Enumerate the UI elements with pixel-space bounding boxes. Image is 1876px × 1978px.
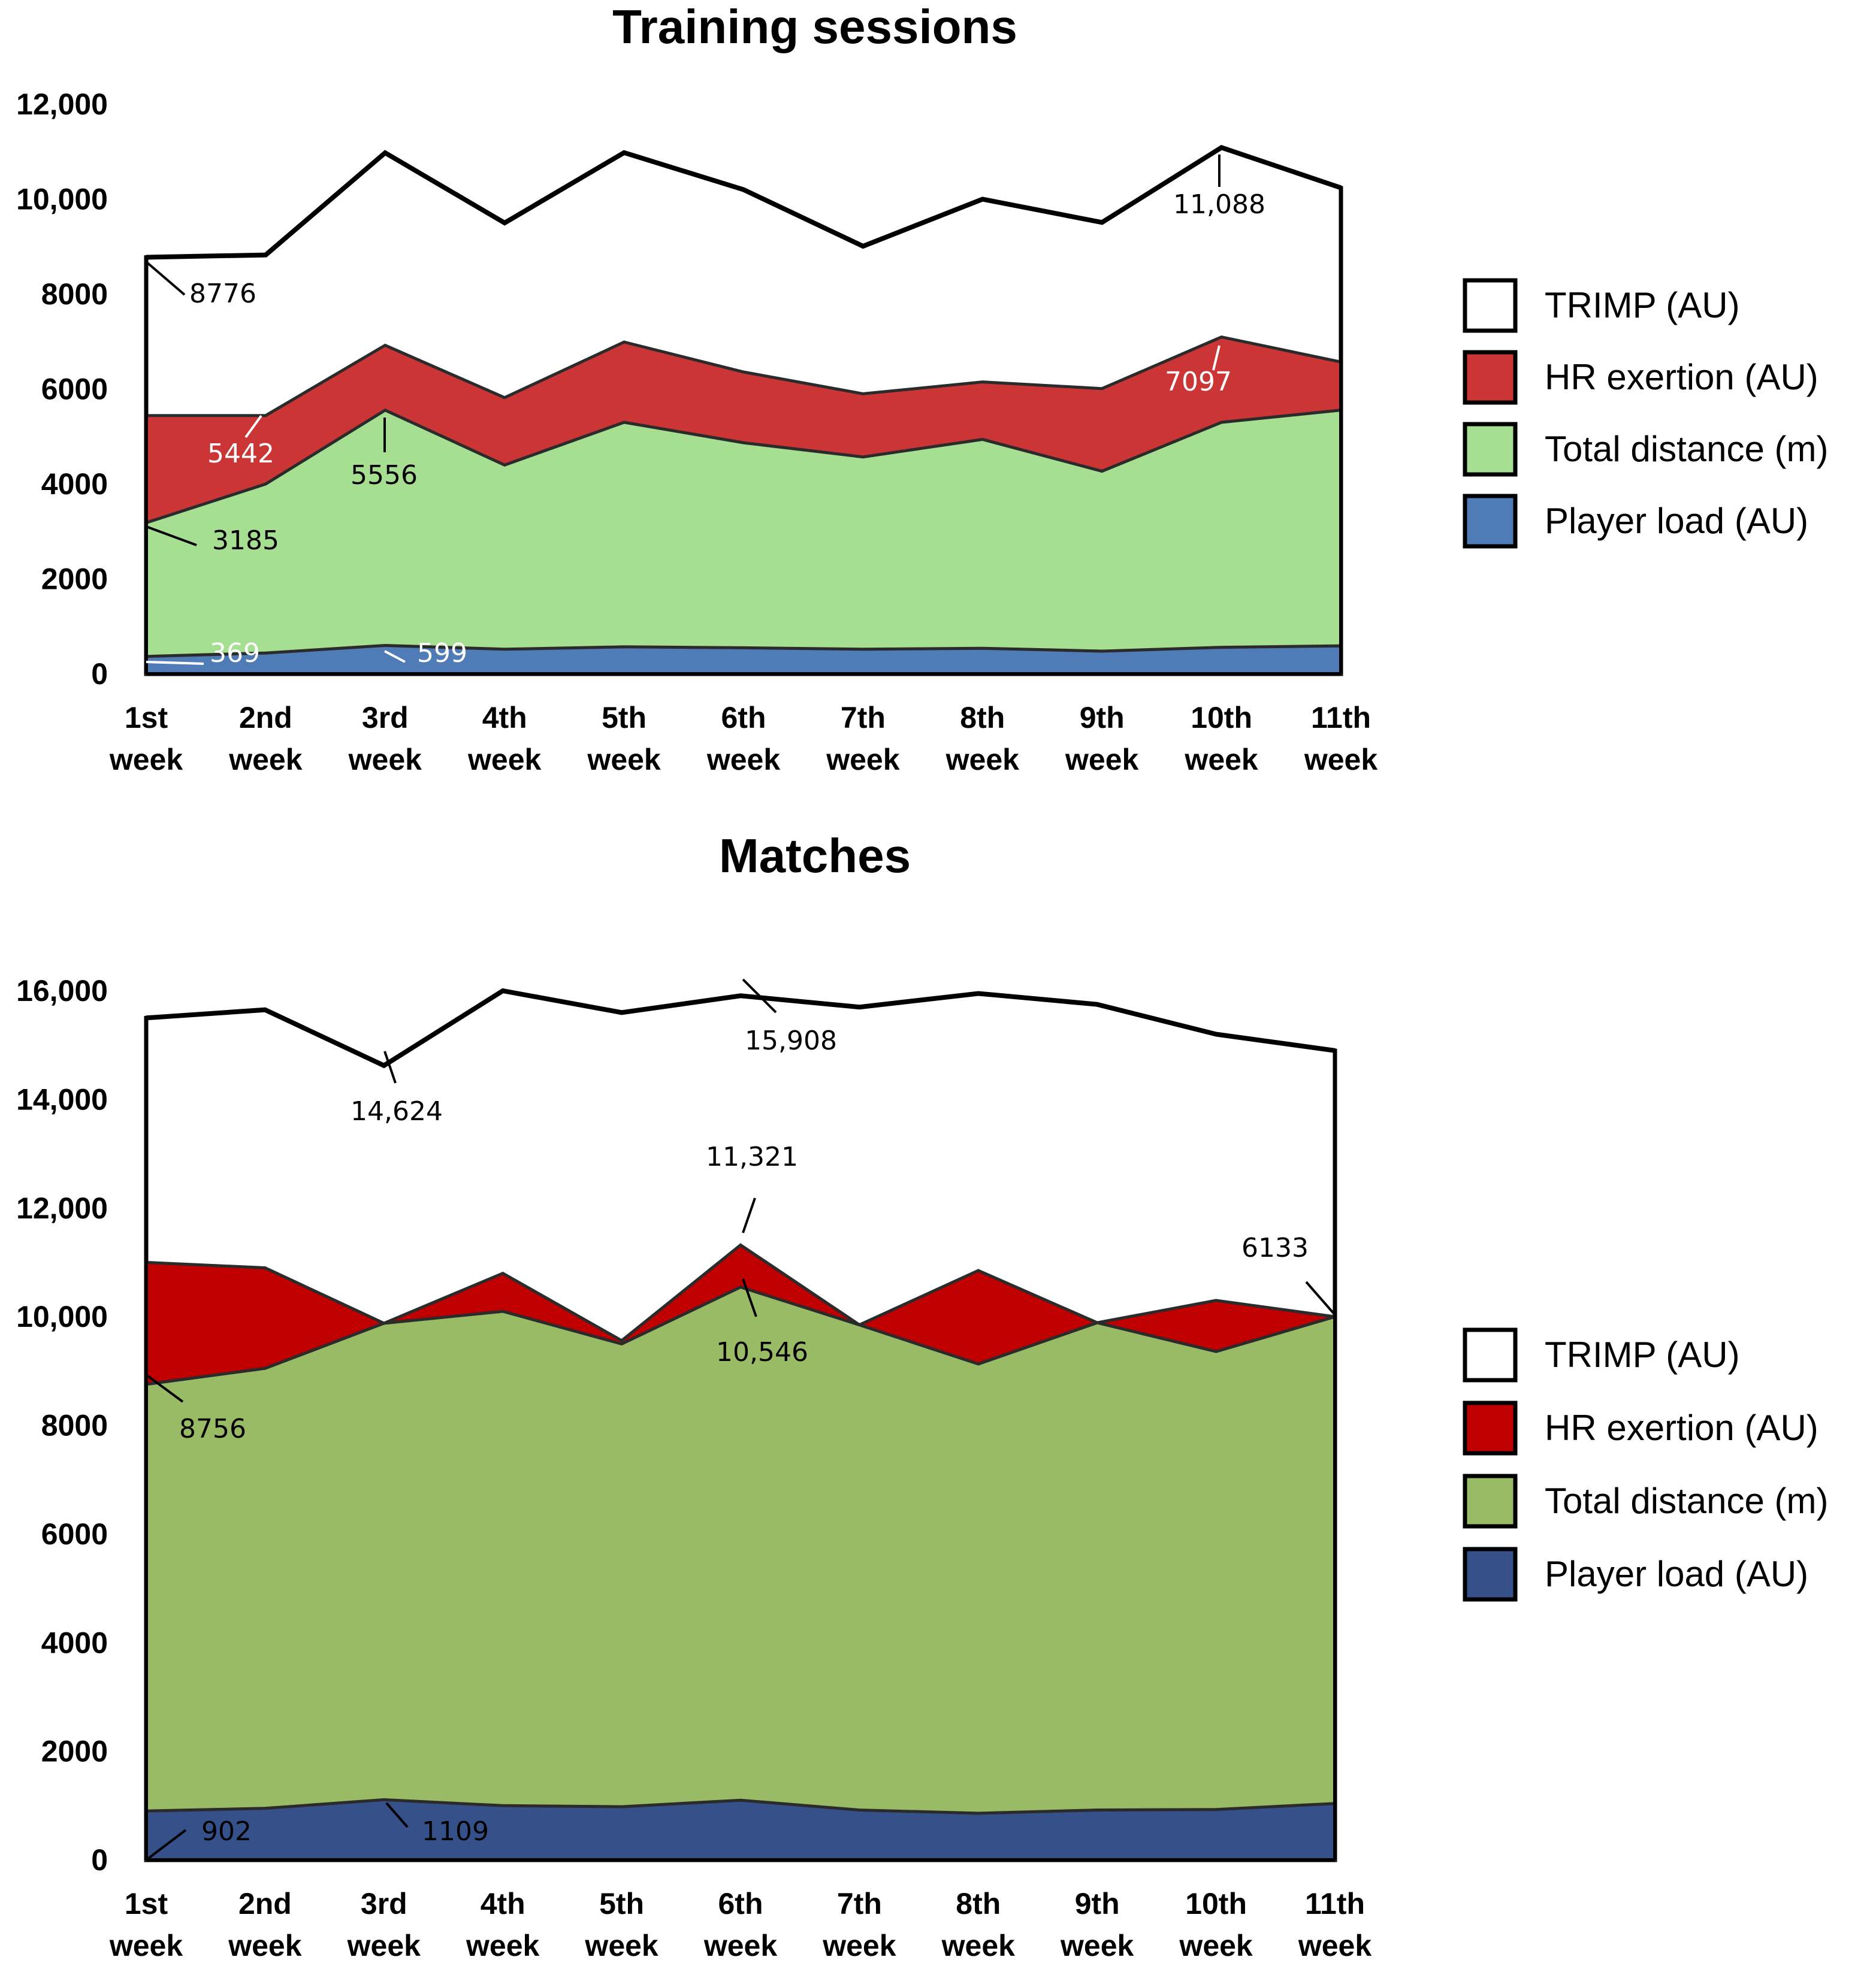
y-tick-label: 10,000	[16, 1300, 108, 1333]
legend-label-trimp-au: TRIMP (AU)	[1545, 285, 1740, 325]
annotation-label: 902	[201, 1816, 252, 1847]
y-tick-label: 4000	[41, 1626, 108, 1659]
annotation-label: 8776	[189, 279, 256, 309]
chart-title: Training sessions	[612, 0, 1017, 53]
x-tick-label: 7th week	[822, 1887, 896, 1962]
legend-swatch-player-load-au	[1463, 494, 1518, 549]
y-tick-label: 0	[91, 657, 108, 691]
area-layers	[144, 988, 1337, 1862]
legend-swatch-player-load-au	[1463, 1547, 1518, 1602]
x-tick-label: 2nd week	[228, 701, 303, 776]
area-layers	[144, 145, 1343, 676]
annotation-leader	[145, 1829, 187, 1861]
line-trimp-au	[146, 144, 1342, 260]
x-tick-label: 6th week	[706, 701, 781, 776]
x-tick-label: 1st week	[109, 701, 183, 776]
legend-swatch-total-distance-m	[1463, 1474, 1518, 1529]
legend-label-trimp-au: TRIMP (AU)	[1545, 1335, 1740, 1375]
x-tick-label: 1st week	[109, 1887, 183, 1962]
y-tick-label: 0	[91, 1843, 108, 1877]
annotation-label: 3185	[212, 525, 279, 556]
x-tick-label: 4th week	[466, 1887, 540, 1962]
x-tick-label: 3rd week	[348, 701, 422, 776]
annotation-leader	[145, 1374, 184, 1403]
y-tick-label: 12,000	[16, 87, 108, 121]
annotation-leader	[146, 661, 204, 665]
annotation-label: 15,908	[745, 1026, 837, 1056]
y-tick-label: 14,000	[16, 1082, 108, 1116]
annotation-label: 5556	[351, 460, 418, 491]
legend-label-player-load-au: Player load (AU)	[1545, 1554, 1808, 1594]
x-tick-label: 5th week	[587, 701, 661, 776]
legend-swatch-hr-exertion-au	[1463, 350, 1518, 405]
x-tick-label: 9th week	[1060, 1887, 1134, 1962]
annotation-leader	[244, 415, 262, 438]
y-tick-label: 6000	[41, 373, 108, 406]
y-tick-label: 10,000	[16, 183, 108, 216]
area-total-distance-m	[144, 1285, 1337, 1862]
x-tick-label: 9th week	[1065, 701, 1139, 776]
area-total-distance-m	[144, 408, 1343, 676]
annotation-leader	[742, 1197, 756, 1233]
x-tick-label: 10th week	[1179, 1887, 1253, 1962]
y-tick-label: 2000	[41, 1735, 108, 1768]
annotation-leader	[145, 261, 186, 296]
area-player-load-au	[144, 1798, 1337, 1862]
legend: TRIMP (AU) HR exertion (AU) Total distance…	[1463, 1327, 1829, 1602]
annotation-label: 10,546	[716, 1337, 808, 1368]
annotation-leader	[742, 1278, 757, 1317]
x-tick-label: 11th week	[1304, 701, 1378, 776]
annotation-label: 14,624	[351, 1096, 443, 1127]
annotation-label: 6133	[1241, 1233, 1309, 1263]
y-tick-label: 12,000	[16, 1191, 108, 1225]
chart-title: Matches	[719, 829, 911, 882]
annotation-leader	[384, 650, 406, 663]
y-tick-label: 2000	[41, 562, 108, 596]
y-tick-label: 8000	[41, 1409, 108, 1442]
annotation-leader	[146, 525, 197, 546]
x-tick-label: 4th week	[467, 701, 542, 776]
y-tick-label: 8000	[41, 277, 108, 311]
x-tick-label: 3rd week	[347, 1887, 421, 1962]
annotation-label: 7097	[1165, 367, 1232, 397]
legend-swatch-trimp-au	[1463, 278, 1518, 333]
x-tick-label: 2nd week	[228, 1887, 302, 1962]
y-tick-label: 6000	[41, 1517, 108, 1551]
training-sessions-chart: Training sessions 0 2000 4000 6000 8000 10,000…	[16, 0, 1828, 776]
area-player-load-au	[144, 643, 1343, 676]
annotation-leader	[383, 1051, 397, 1084]
x-tick-label: 10th week	[1184, 701, 1258, 776]
x-tick-label: 8th week	[945, 701, 1020, 776]
annotation-leader	[385, 1802, 409, 1828]
legend-label-total-distance-m: Total distance (m)	[1545, 429, 1829, 469]
x-tick-label: 6th week	[703, 1887, 778, 1962]
annotation-label: 11,321	[706, 1142, 798, 1172]
line-trimp-au	[146, 988, 1336, 1069]
y-tick-label: 16,000	[16, 974, 108, 1008]
annotation-leader	[1212, 345, 1221, 371]
legend-swatch-hr-exertion-au	[1463, 1401, 1518, 1456]
annotation-label: 1109	[422, 1816, 489, 1847]
x-tick-label: 8th week	[941, 1887, 1016, 1962]
x-tick-label: 7th week	[826, 701, 900, 776]
legend-label-hr-exertion-au: HR exertion (AU)	[1545, 357, 1818, 397]
x-tick-label: 11th week	[1298, 1887, 1372, 1962]
legend-label-total-distance-m: Total distance (m)	[1545, 1481, 1829, 1521]
annotation-label: 5442	[207, 438, 274, 469]
annotation-label: 599	[417, 638, 467, 669]
annotation-label: 8756	[179, 1414, 246, 1444]
legend: TRIMP (AU) HR exertion (AU) Total distance…	[1463, 278, 1829, 549]
legend-label-player-load-au: Player load (AU)	[1545, 501, 1808, 541]
annotation-label: 11,088	[1173, 189, 1265, 220]
annotation-leader	[1305, 1281, 1336, 1316]
matches-chart: Matches 0 2000 4000 6000 8000 10,000 12,000 14,0…	[16, 829, 1828, 1962]
legend-swatch-total-distance-m	[1463, 422, 1518, 477]
annotation-label: 369	[210, 638, 260, 669]
x-tick-label: 5th week	[584, 1887, 658, 1962]
legend-label-hr-exertion-au: HR exertion (AU)	[1545, 1408, 1818, 1448]
y-tick-label: 4000	[41, 467, 108, 501]
annotation-leader	[742, 978, 777, 1014]
legend-swatch-trimp-au	[1463, 1327, 1518, 1383]
